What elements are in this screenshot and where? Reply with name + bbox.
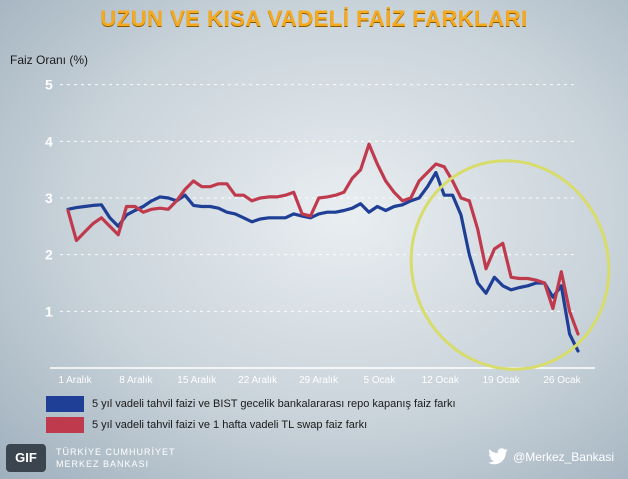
gif-badge-icon: GIF	[6, 444, 46, 472]
legend-swatch-blue	[46, 396, 84, 412]
x-tick-label-1: 8 Aralık	[119, 375, 153, 386]
x-tick-label-6: 12 Ocak	[422, 375, 460, 386]
x-tick-label-3: 22 Aralık	[238, 375, 278, 386]
y-tick-label-2: 2	[45, 247, 53, 263]
y-tick-label-5: 5	[45, 77, 53, 93]
series-line-1	[66, 170, 580, 353]
x-tick-label-8: 26 Ocak	[543, 375, 581, 386]
legend-label-series-2: 5 yıl vadeli tahvil faizi ve 1 hafta vad…	[92, 419, 368, 431]
x-tick-label-4: 29 Aralık	[299, 375, 339, 386]
x-tick-label-0: 1 Aralık	[58, 375, 92, 386]
twitter-icon	[488, 448, 509, 465]
x-tick-label-7: 19 Ocak	[483, 375, 521, 386]
twitter-handle[interactable]: @Merkez_Bankasi	[513, 450, 614, 464]
y-axis-label: Faiz Oranı (%)	[10, 53, 89, 67]
x-tick-label-5: 5 Ocak	[364, 375, 397, 386]
y-tick-label-4: 4	[45, 133, 53, 149]
y-tick-label-3: 3	[45, 190, 53, 206]
bank-name-line-1: TÜRKİYE CUMHURİYET	[56, 447, 176, 457]
legend-item-series-1: 5 yıl vadeli tahvil faizi ve BIST geceli…	[46, 395, 456, 413]
bank-name-line-2: MERKEZ BANKASI	[56, 459, 150, 469]
bank-name: TÜRKİYE CUMHURİYET MERKEZ BANKASI	[56, 446, 176, 470]
highlight-ellipse	[409, 159, 611, 371]
chart-title: UZUN VE KISA VADELİ FAİZ FARKLARI	[100, 6, 528, 31]
legend-swatch-red	[46, 417, 84, 433]
series-line-2	[66, 142, 580, 336]
y-tick-label-1: 1	[45, 303, 53, 319]
x-tick-label-2: 15 Aralık	[177, 375, 217, 386]
bank-logo: GIF TÜRKİYE CUMHURİYET MERKEZ BANKASI	[6, 444, 176, 472]
twitter-handle-block[interactable]: @Merkez_Bankasi	[487, 448, 614, 466]
legend-label-series-1: 5 yıl vadeli tahvil faizi ve BIST geceli…	[92, 398, 456, 410]
legend: 5 yıl vadeli tahvil faizi ve BIST geceli…	[46, 395, 456, 437]
legend-item-series-2: 5 yıl vadeli tahvil faizi ve 1 hafta vad…	[46, 416, 456, 434]
